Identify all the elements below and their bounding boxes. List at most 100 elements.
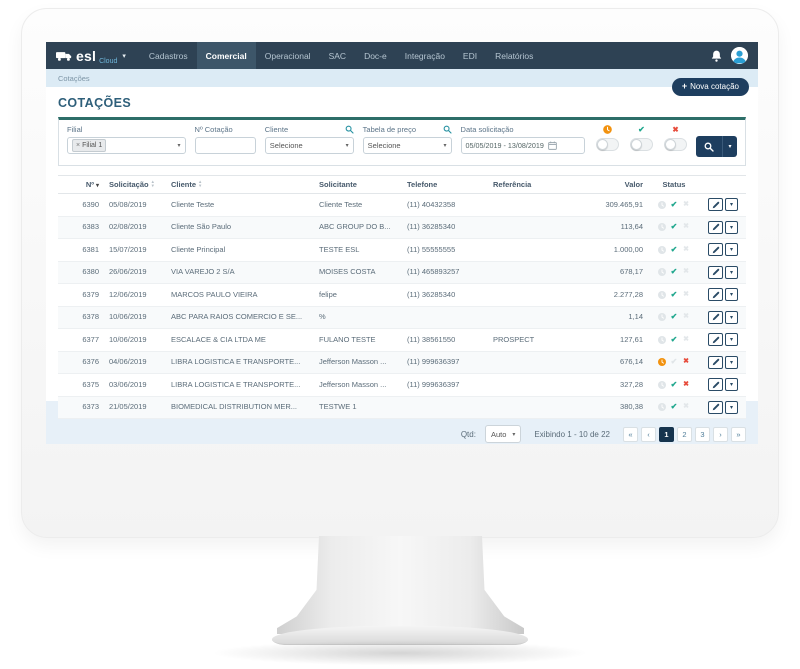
nav-item[interactable]: EDI	[454, 42, 486, 69]
new-quote-label: Nova cotação	[690, 82, 739, 91]
client-select[interactable]: Selecione ▾	[264, 137, 354, 154]
page-button[interactable]: ‹	[641, 426, 656, 442]
col-header-valor[interactable]: Valor	[572, 174, 648, 195]
pencil-icon	[712, 201, 719, 208]
table-row[interactable]: 6390 05/08/2019 Cliente Teste Cliente Te…	[58, 193, 746, 217]
edit-button[interactable]	[708, 220, 723, 234]
chevron-down-icon: ▾	[512, 431, 516, 438]
cell-valor: 676,14	[572, 351, 648, 375]
search-options-dropdown[interactable]: ▾	[722, 136, 737, 157]
table-row[interactable]: 6378 10/06/2019 ABC PARA RAIOS COMERCIO …	[58, 306, 746, 330]
pending-status-icon	[657, 358, 667, 367]
page-button[interactable]: 3	[695, 426, 710, 442]
client-label: Cliente	[264, 125, 289, 134]
pending-toggle[interactable]	[596, 138, 619, 151]
new-quote-button[interactable]: + Nova cotação	[671, 78, 749, 96]
user-avatar[interactable]	[731, 47, 748, 64]
table-row[interactable]: 6379 12/06/2019 MARCOS PAULO VIEIRA feli…	[58, 283, 746, 307]
table-row[interactable]: 6381 15/07/2019 Cliente Principal TESTE …	[58, 238, 746, 262]
page-button-label: »	[736, 429, 741, 439]
table-row[interactable]: 6376 04/06/2019 LIBRA LOGISTICA E TRANSP…	[58, 351, 746, 375]
table-row[interactable]: 6377 10/06/2019 ESCALACE & CIA LTDA ME F…	[58, 328, 746, 352]
cell-telefone: (11) 55555555	[402, 238, 488, 262]
row-actions-dropdown[interactable]: ▾	[725, 400, 738, 414]
chevron-down-icon: ▾	[729, 337, 733, 344]
col-header-status[interactable]: Status	[648, 174, 700, 195]
nav-item[interactable]: Comercial	[196, 42, 256, 69]
page-button[interactable]: ›	[713, 426, 728, 442]
edit-button[interactable]	[708, 198, 723, 212]
logo[interactable]: esl Cloud ▾	[56, 42, 126, 69]
calendar-icon[interactable]	[548, 141, 557, 150]
nav-item[interactable]: Integração	[396, 42, 454, 69]
page-size-select[interactable]: Auto ▾	[484, 425, 522, 444]
filial-multiselect[interactable]: × Filial 1 ▾	[67, 137, 186, 154]
page-button[interactable]: 2	[677, 426, 692, 442]
col-header-solicitacao[interactable]: Solicitação ▴ ▾	[104, 174, 166, 195]
actions-cell: ▾	[700, 306, 746, 330]
rejected-toggle[interactable]	[664, 138, 687, 151]
edit-button[interactable]	[708, 333, 723, 347]
chip-remove-icon[interactable]: ×	[76, 142, 81, 149]
cell-numero: 6373	[58, 396, 104, 420]
nav-item[interactable]: Doc-e	[355, 42, 396, 69]
breadcrumb-item[interactable]: Cotações	[58, 73, 90, 83]
search-icon[interactable]	[443, 125, 452, 134]
approved-toggle[interactable]	[630, 138, 653, 151]
rejected-status-icon: ✖	[683, 380, 690, 388]
row-actions-dropdown[interactable]: ▾	[725, 310, 738, 324]
cell-numero: 6375	[58, 373, 104, 397]
nav-item[interactable]: SAC	[320, 42, 355, 69]
row-actions-dropdown[interactable]: ▾	[725, 378, 738, 392]
cell-solicitante: ABC GROUP DO B...	[314, 216, 402, 240]
col-header-cliente[interactable]: Cliente ▴ ▾	[166, 174, 314, 195]
cell-numero: 6378	[58, 306, 104, 330]
page-button[interactable]: 1	[659, 426, 674, 442]
col-header-numero[interactable]: Nº ▾	[58, 174, 104, 195]
search-icon[interactable]	[345, 125, 354, 134]
filial-chip[interactable]: × Filial 1	[72, 139, 107, 152]
cell-referencia	[488, 238, 572, 262]
date-range-input[interactable]: 05/05/2019 - 13/08/2019	[460, 137, 585, 154]
table-row[interactable]: 6383 02/08/2019 Cliente São Paulo ABC GR…	[58, 216, 746, 240]
toggle-knob	[665, 139, 676, 150]
row-actions-dropdown[interactable]: ▾	[725, 355, 738, 369]
quote-number-input[interactable]	[199, 137, 251, 154]
chevron-down-icon[interactable]: ▾	[122, 52, 126, 60]
edit-button[interactable]	[708, 400, 723, 414]
edit-button[interactable]	[708, 288, 723, 302]
table-row[interactable]: 6373 21/05/2019 BIOMEDICAL DISTRIBUTION …	[58, 396, 746, 420]
bell-icon[interactable]	[711, 50, 722, 62]
row-actions-dropdown[interactable]: ▾	[725, 220, 738, 234]
cell-valor: 1.000,00	[572, 238, 648, 262]
price-table-select[interactable]: Selecione ▾	[362, 137, 452, 154]
row-actions-dropdown[interactable]: ▾	[725, 333, 738, 347]
col-header-solicitante[interactable]: Solicitante	[314, 174, 402, 195]
page-button[interactable]: »	[731, 426, 746, 442]
col-header-referencia[interactable]: Referência	[488, 174, 572, 195]
nav-item[interactable]: Operacional	[256, 42, 320, 69]
col-header-telefone[interactable]: Telefone	[402, 174, 488, 195]
status-cell: ✔ ✖	[648, 261, 700, 285]
nav-item[interactable]: Relatórios	[486, 42, 542, 69]
cell-cliente: Cliente Teste	[166, 193, 314, 217]
nav-item[interactable]: Cadastros	[140, 42, 197, 69]
row-actions-dropdown[interactable]: ▾	[725, 243, 738, 257]
page-button[interactable]: «	[623, 426, 638, 442]
cell-solicitacao: 05/08/2019	[104, 193, 166, 217]
cell-solicitante: FULANO TESTE	[314, 328, 402, 352]
nav-item-label: Comercial	[205, 50, 247, 61]
search-button[interactable]	[696, 136, 722, 157]
edit-button[interactable]	[708, 378, 723, 392]
chevron-down-icon: ▾	[729, 404, 733, 411]
table-row[interactable]: 6375 03/06/2019 LIBRA LOGISTICA E TRANSP…	[58, 373, 746, 397]
row-actions-dropdown[interactable]: ▾	[725, 288, 738, 302]
edit-button[interactable]	[708, 355, 723, 369]
edit-button[interactable]	[708, 243, 723, 257]
row-actions-dropdown[interactable]: ▾	[725, 198, 738, 212]
page-size-value: Auto	[490, 429, 507, 439]
row-actions-dropdown[interactable]: ▾	[725, 265, 738, 279]
edit-button[interactable]	[708, 310, 723, 324]
table-row[interactable]: 6380 26/06/2019 VIA VAREJO 2 S/A MOISES …	[58, 261, 746, 285]
edit-button[interactable]	[708, 265, 723, 279]
